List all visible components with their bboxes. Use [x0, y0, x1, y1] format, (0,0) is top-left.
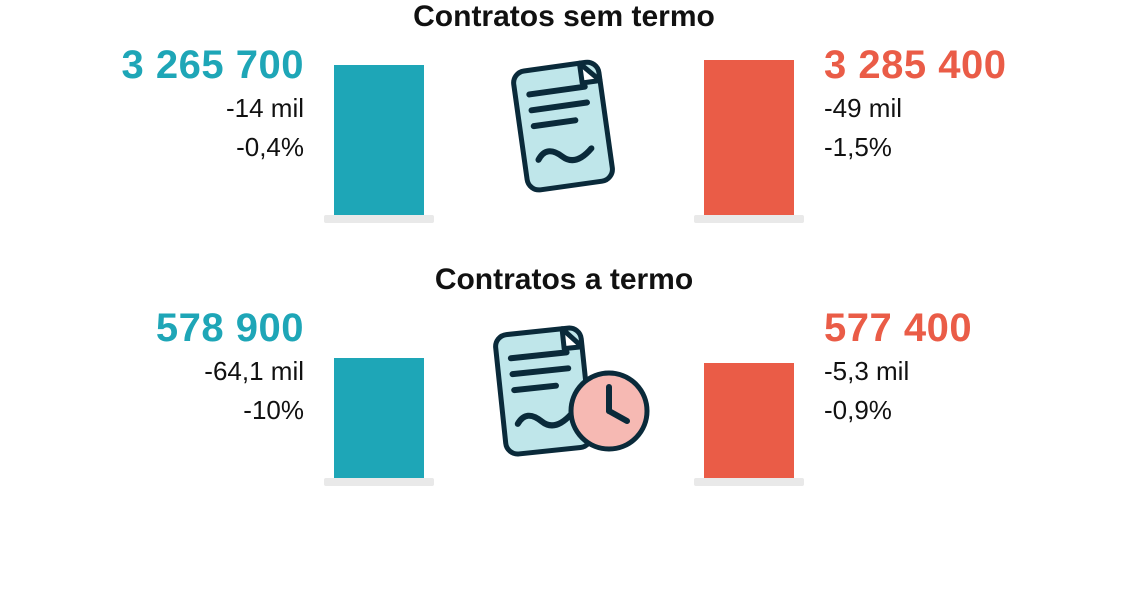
left-bar-rect — [334, 65, 424, 215]
section-row: 578 900 -64,1 mil -10% — [0, 296, 1128, 486]
right-big-number: 3 285 400 — [824, 43, 1006, 87]
document-clock-icon — [454, 306, 674, 486]
section-title: Contratos a termo — [0, 263, 1128, 296]
right-delta-abs: -5,3 mil — [824, 354, 909, 389]
left-bar — [324, 43, 434, 223]
bar-baseline — [324, 215, 434, 223]
left-delta-abs: -64,1 mil — [204, 354, 304, 389]
right-big-number: 577 400 — [824, 306, 972, 350]
left-bar — [324, 306, 434, 486]
right-delta-pct: -1,5% — [824, 130, 892, 165]
left-bar-rect — [334, 358, 424, 478]
right-stats: 3 285 400 -49 mil -1,5% — [824, 43, 1044, 165]
left-delta-abs: -14 mil — [226, 91, 304, 126]
right-delta-pct: -0,9% — [824, 393, 892, 428]
right-stats: 577 400 -5,3 mil -0,9% — [824, 306, 1044, 428]
section-sem-termo: Contratos sem termo 3 265 700 -14 mil -0… — [0, 0, 1128, 223]
right-bar-rect — [704, 60, 794, 215]
left-delta-pct: -10% — [243, 393, 304, 428]
right-bar-rect — [704, 363, 794, 478]
section-row: 3 265 700 -14 mil -0,4% — [0, 33, 1128, 223]
bar-baseline — [694, 215, 804, 223]
right-bar — [694, 43, 804, 223]
left-big-number: 3 265 700 — [122, 43, 304, 87]
left-stats: 578 900 -64,1 mil -10% — [84, 306, 304, 428]
left-big-number: 578 900 — [156, 306, 304, 350]
right-bar — [694, 306, 804, 486]
bar-baseline — [324, 478, 434, 486]
section-a-termo: Contratos a termo 578 900 -64,1 mil -10% — [0, 263, 1128, 486]
right-delta-abs: -49 mil — [824, 91, 902, 126]
document-icon — [454, 43, 674, 223]
infographic: Contratos sem termo 3 265 700 -14 mil -0… — [0, 0, 1128, 591]
bar-baseline — [694, 478, 804, 486]
left-stats: 3 265 700 -14 mil -0,4% — [84, 43, 304, 165]
section-title: Contratos sem termo — [0, 0, 1128, 33]
left-delta-pct: -0,4% — [236, 130, 304, 165]
